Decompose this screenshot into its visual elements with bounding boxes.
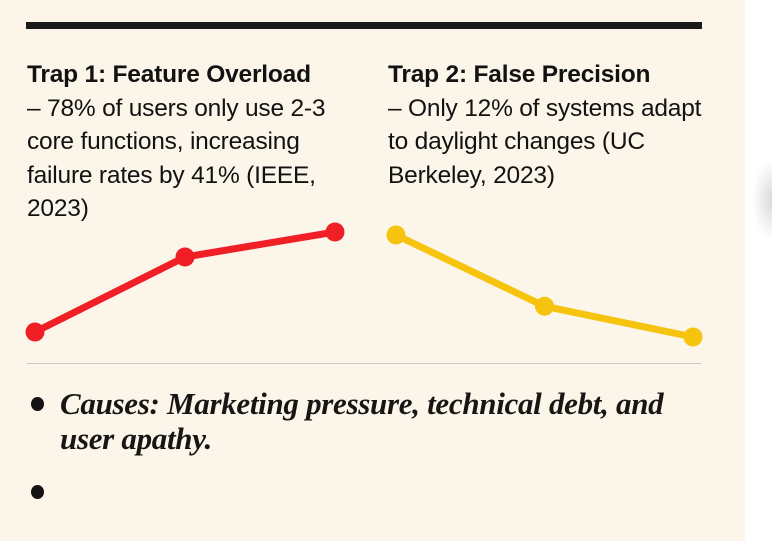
section-divider xyxy=(27,363,701,364)
bullet-dot xyxy=(31,397,44,411)
list-item: Causes: Marketing pressure, technical de… xyxy=(27,386,687,456)
trap-1-body: – 78% of users only use 2-3 core functio… xyxy=(27,94,326,223)
bullet-dot xyxy=(31,485,44,499)
trap-1-text-block: Trap 1: Feature Overload – 78% of users … xyxy=(27,58,362,226)
trap-1-line-chart xyxy=(25,222,345,342)
trap-2-line-chart xyxy=(386,225,703,347)
trap-2-heading: Trap 2: False Precision xyxy=(388,61,651,88)
trap-1-heading: Trap 1: Feature Overload xyxy=(27,61,311,88)
adjacent-card-edge xyxy=(746,150,772,250)
list-item xyxy=(27,474,687,499)
bullet-list: Causes: Marketing pressure, technical de… xyxy=(27,386,687,499)
slide-panel: Trap 1: Feature Overload – 78% of users … xyxy=(0,0,745,541)
trap-2-body: – Only 12% of systems adapt to daylight … xyxy=(388,94,702,189)
trap-columns: Trap 1: Feature Overload – 78% of users … xyxy=(27,58,727,226)
causes-bullet-text: Causes: Marketing pressure, technical de… xyxy=(60,386,664,456)
trap-2-text-block: Trap 2: False Precision – Only 12% of sy… xyxy=(388,58,723,226)
top-rule xyxy=(26,22,702,29)
